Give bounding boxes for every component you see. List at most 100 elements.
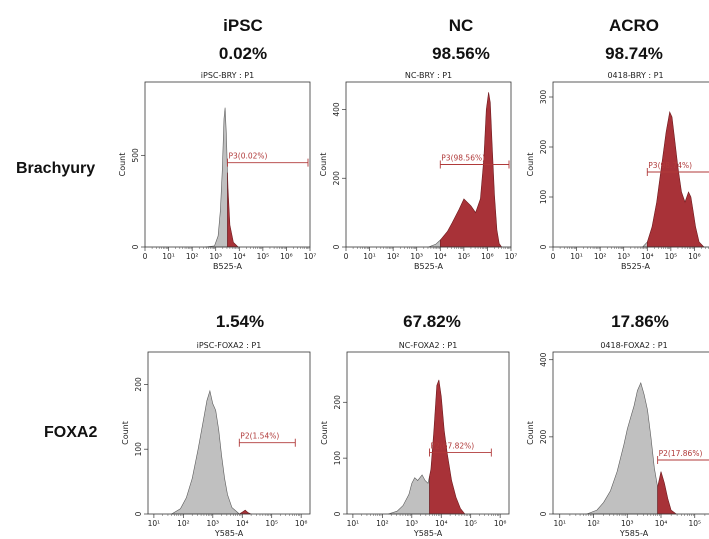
panel-title: 0418-FOXA2 : P1 — [600, 341, 667, 350]
gate-label: P3(98.74%) — [648, 161, 692, 170]
column-header-acro: ACRO — [608, 16, 660, 35]
x-tick-label: 10⁵ — [265, 519, 278, 528]
x-tick-label: 10⁵ — [257, 252, 270, 261]
y-tick-label: 300 — [539, 90, 548, 105]
x-axis-label: B525-A — [213, 262, 242, 271]
x-tick-label: 10¹ — [347, 519, 360, 528]
histogram-ungated-area — [586, 382, 658, 515]
x-tick-label: 10⁵ — [688, 519, 701, 528]
x-tick-label: 10⁶ — [280, 252, 293, 261]
y-axis-label: Count — [320, 421, 329, 445]
row-label-brachyury: Brachyury — [16, 160, 96, 177]
x-tick-label: 10⁴ — [435, 519, 448, 528]
x-tick-label: 10⁴ — [641, 252, 654, 261]
gate-label: P3(0.02%) — [229, 152, 268, 161]
histogram-gated-area — [429, 379, 466, 515]
x-axis-label: B525-A — [414, 262, 443, 271]
x-tick-label: 10¹ — [363, 252, 376, 261]
percentage-nc-foxa2: 67.82% — [403, 312, 461, 331]
y-tick-label: 200 — [333, 395, 342, 410]
histogram-ungated-area — [205, 107, 228, 248]
gate-label: P2(1.54%) — [240, 432, 279, 441]
histogram-panel-4: iPSC-FOXA2 : P1 10¹ 10² 10³ 10⁴ 10⁵ 10⁶ Y585-A 0… — [121, 341, 311, 538]
x-tick-label: 10³ — [617, 252, 630, 261]
x-tick-label: 10² — [587, 519, 600, 528]
y-tick-label: 0 — [333, 511, 342, 516]
x-tick-label: 10⁶ — [494, 519, 507, 528]
x-tick-label: 10⁴ — [236, 519, 249, 528]
gate-label: P2(17.86%) — [659, 449, 703, 458]
x-tick-label: 10³ — [410, 252, 423, 261]
plot-frame — [147, 351, 311, 515]
plot-frame — [346, 351, 510, 515]
x-tick-label: 10¹ — [570, 252, 583, 261]
panel-title: iPSC-BRY : P1 — [201, 71, 254, 80]
y-axis-label: Count — [118, 153, 127, 177]
y-tick-label: 200 — [539, 429, 548, 444]
y-tick-label: 0 — [134, 511, 143, 516]
histogram-ungated-area — [641, 241, 648, 248]
x-tick-label: 10¹ — [553, 519, 566, 528]
percentage-ipsc-foxa2: 1.54% — [215, 312, 265, 331]
histogram-panel-5: NC-FOXA2 : P1 10¹ 10² 10³ 10⁴ 10⁵ 10⁶ Y585-A 0 10… — [320, 341, 510, 538]
histogram-ungated-area — [388, 474, 430, 515]
x-axis-label: Y585-A — [619, 529, 649, 538]
plot-frame — [144, 81, 311, 248]
x-tick-label: 10⁵ — [464, 519, 477, 528]
x-tick-label: 10⁶ — [295, 519, 308, 528]
y-tick-label: 400 — [539, 352, 548, 367]
x-tick-label: 10⁴ — [434, 252, 447, 261]
x-tick-label: 10³ — [406, 519, 419, 528]
histogram-ungated-area — [428, 239, 441, 248]
histogram-ungated-area — [170, 389, 241, 515]
x-tick-label: 10⁵ — [665, 252, 678, 261]
y-tick-label: 0 — [539, 511, 548, 516]
x-tick-label: 10⁷ — [505, 252, 518, 261]
column-header-ipsc: iPSC — [223, 16, 263, 35]
x-tick-label: 10² — [594, 252, 607, 261]
x-axis-label: Y585-A — [214, 529, 244, 538]
histogram-panel-2: NC-BRY : P1 0 10¹ 10² 10³ 10⁴ 10⁵ 10⁶ 10⁷ B525-A 0… — [319, 71, 517, 271]
x-axis-label: B525-A — [621, 262, 650, 271]
plot-frame — [552, 81, 709, 248]
panel-title: NC-FOXA2 : P1 — [399, 341, 458, 350]
histogram-gated-area — [647, 111, 705, 248]
x-tick-label: 10² — [387, 252, 400, 261]
histogram-panel-3: 0418-BRY : P1010¹10²10³10⁴10⁵10⁶10⁷B525-… — [526, 71, 709, 271]
percentage-ipsc-brachyury: 0.02% — [218, 44, 268, 63]
x-tick-label: 10³ — [621, 519, 634, 528]
y-tick-label: 500 — [131, 148, 140, 163]
percentage-nc-brachyury: 98.56% — [432, 44, 490, 63]
y-tick-label: 200 — [539, 140, 548, 155]
x-tick-label: 0 — [143, 252, 148, 261]
panel-title: NC-BRY : P1 — [405, 71, 452, 80]
y-axis-label: Count — [121, 421, 130, 445]
gate-label: P3(98.56%) — [441, 154, 485, 163]
y-axis-label: Count — [526, 421, 535, 445]
y-tick-label: 100 — [134, 442, 143, 457]
y-tick-label: 100 — [539, 190, 548, 205]
y-axis-label: Count — [526, 153, 535, 177]
plot-frame — [552, 351, 709, 515]
x-axis-label: Y585-A — [413, 529, 443, 538]
percentage-acro-foxa2: 17.86% — [611, 312, 669, 331]
y-tick-label: 200 — [332, 171, 341, 186]
x-tick-label: 10⁴ — [233, 252, 246, 261]
plot-frame — [345, 81, 512, 248]
x-tick-label: 10³ — [207, 519, 220, 528]
column-header-nc: NC — [448, 16, 474, 35]
y-axis-label: Count — [319, 153, 328, 177]
x-tick-label: 10² — [177, 519, 190, 528]
y-tick-label: 200 — [134, 377, 143, 392]
x-tick-label: 10³ — [209, 252, 222, 261]
histogram-panel-1: iPSC-BRY : P1 0 10¹ 10² 10³ 10⁴ 10⁵ 10⁶ 10⁷ B525-… — [118, 71, 316, 271]
y-tick-label: 0 — [539, 244, 548, 249]
row-label-foxa2: FOXA2 — [44, 424, 98, 441]
x-tick-label: 10⁶ — [481, 252, 494, 261]
x-tick-label: 0 — [551, 252, 556, 261]
histogram-gated-area — [238, 509, 252, 515]
x-tick-label: 0 — [344, 252, 349, 261]
x-tick-label: 10⁷ — [304, 252, 317, 261]
panel-title: iPSC-FOXA2 : P1 — [197, 341, 262, 350]
